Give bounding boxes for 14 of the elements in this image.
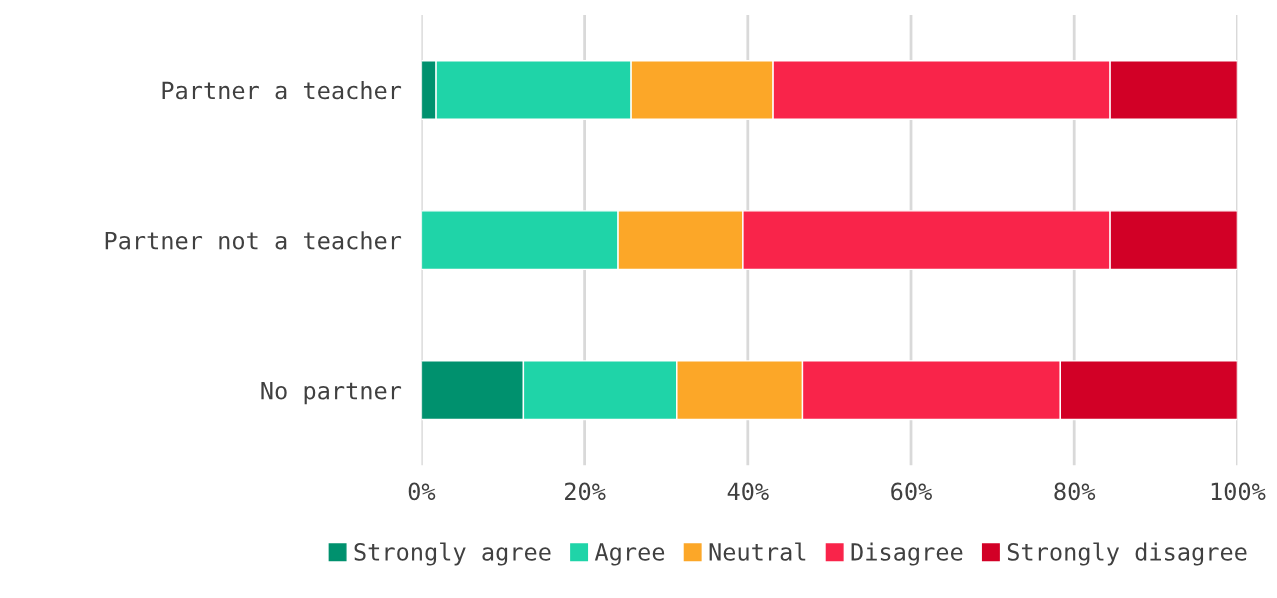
legend-label: Strongly disagree (1007, 542, 1247, 566)
x-tick-label: 60% (891, 482, 932, 501)
x-tick-label: 0% (408, 482, 436, 501)
y-tick-label: Partner a teacher (162, 81, 402, 100)
x-tick-label: 40% (727, 482, 769, 501)
y-tick-label: Partner not a teacher (105, 231, 402, 250)
legend-label: Agree (594, 543, 665, 566)
x-tick-label: 100% (1211, 482, 1266, 501)
legend-label: Disagree (851, 542, 963, 566)
x-tick-label: 80% (1054, 482, 1096, 501)
legend-label: Strongly agree (354, 542, 551, 566)
x-tick-label: 20% (565, 482, 606, 501)
y-tick-label: No partner (261, 382, 402, 405)
legend-label: Neutral (709, 542, 806, 561)
